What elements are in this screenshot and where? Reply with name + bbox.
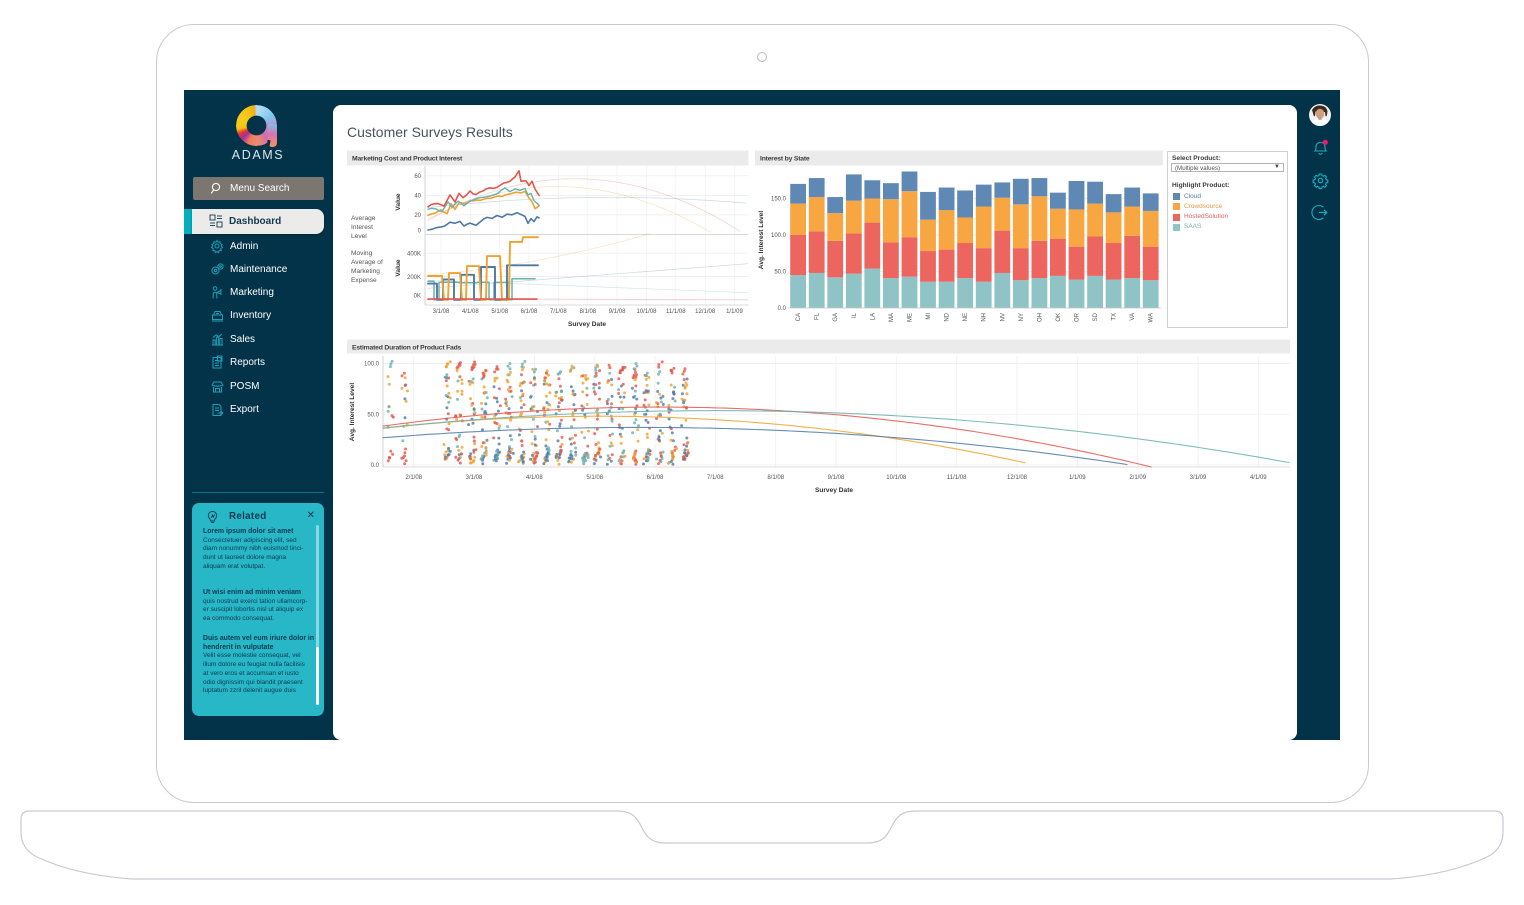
svg-text:Avg. Interest Level: Avg. Interest Level xyxy=(349,383,356,442)
svg-text:FL: FL xyxy=(815,312,821,320)
svg-text:0: 0 xyxy=(418,228,422,234)
svg-text:150.0: 150.0 xyxy=(771,197,787,203)
svg-text:Interest by State: Interest by State xyxy=(760,156,810,163)
svg-text:11/1/08: 11/1/08 xyxy=(947,475,967,481)
svg-text:10/1/08: 10/1/08 xyxy=(886,475,907,481)
svg-text:NE: NE xyxy=(963,313,969,321)
svg-text:GA: GA xyxy=(833,313,839,322)
svg-text:8/1/08: 8/1/08 xyxy=(767,475,784,481)
svg-text:VA: VA xyxy=(1130,313,1136,321)
svg-text:4/1/08: 4/1/08 xyxy=(462,309,479,315)
svg-text:Marketing: Marketing xyxy=(351,268,380,275)
svg-text:TX: TX xyxy=(1112,313,1118,321)
svg-text:MI: MI xyxy=(926,313,932,320)
svg-text:NV: NV xyxy=(1000,313,1006,321)
svg-text:Average: Average xyxy=(351,215,376,222)
svg-text:OR: OR xyxy=(1075,312,1081,322)
svg-text:Expense: Expense xyxy=(351,277,377,284)
svg-text:20: 20 xyxy=(414,213,421,219)
svg-text:2/1/08: 2/1/08 xyxy=(405,475,422,481)
svg-text:MA: MA xyxy=(889,313,895,322)
svg-text:Value: Value xyxy=(395,259,402,277)
svg-text:10/1/08: 10/1/08 xyxy=(636,309,657,315)
svg-text:12/1/08: 12/1/08 xyxy=(1007,475,1028,481)
svg-text:40: 40 xyxy=(414,194,421,200)
svg-text:NY: NY xyxy=(1019,313,1025,321)
svg-text:Survey Date: Survey Date xyxy=(568,321,606,328)
svg-text:11/1/08: 11/1/08 xyxy=(666,309,686,315)
svg-text:9/1/08: 9/1/08 xyxy=(609,309,626,315)
svg-text:Avg. Interest Level: Avg. Interest Level xyxy=(758,211,765,270)
svg-text:50.0: 50.0 xyxy=(367,412,379,418)
svg-text:6/1/08: 6/1/08 xyxy=(521,309,538,315)
svg-text:100.0: 100.0 xyxy=(771,233,787,239)
svg-text:7/1/08: 7/1/08 xyxy=(550,309,567,315)
svg-text:7/1/08: 7/1/08 xyxy=(707,475,724,481)
svg-text:Value: Value xyxy=(395,193,402,211)
svg-text:ND: ND xyxy=(945,312,951,321)
svg-text:Survey Date: Survey Date xyxy=(815,487,853,494)
svg-text:NH: NH xyxy=(982,313,988,322)
svg-text:Moving: Moving xyxy=(351,250,373,257)
svg-text:ME: ME xyxy=(908,313,914,322)
svg-text:Marketing Cost and Product Int: Marketing Cost and Product Interest xyxy=(352,156,463,163)
svg-text:50.0: 50.0 xyxy=(774,270,786,276)
svg-text:SD: SD xyxy=(1093,312,1099,321)
svg-text:OH: OH xyxy=(1037,313,1043,322)
svg-text:OK: OK xyxy=(1056,313,1062,322)
svg-text:3/1/08: 3/1/08 xyxy=(433,309,450,315)
svg-text:0.0: 0.0 xyxy=(371,463,380,469)
svg-text:4/1/09: 4/1/09 xyxy=(1250,475,1267,481)
svg-text:9/1/08: 9/1/08 xyxy=(828,475,845,481)
svg-text:100.0: 100.0 xyxy=(364,362,380,368)
svg-text:CA: CA xyxy=(796,313,802,321)
svg-text:12/1/08: 12/1/08 xyxy=(695,309,716,315)
svg-text:WA: WA xyxy=(1149,313,1155,322)
svg-text:Interest: Interest xyxy=(351,224,373,231)
svg-text:Average of: Average of xyxy=(351,259,383,266)
svg-text:6/1/08: 6/1/08 xyxy=(647,475,664,481)
svg-text:IL: IL xyxy=(852,312,858,318)
svg-text:2/1/09: 2/1/09 xyxy=(1129,475,1146,481)
svg-text:0.0: 0.0 xyxy=(778,306,787,312)
svg-text:5/1/08: 5/1/08 xyxy=(586,475,603,481)
svg-text:4/1/08: 4/1/08 xyxy=(526,475,543,481)
svg-text:Level: Level xyxy=(351,233,367,240)
svg-text:60: 60 xyxy=(414,174,421,180)
svg-text:0K: 0K xyxy=(414,294,421,300)
svg-text:Estimated Duration of Product: Estimated Duration of Product Fads xyxy=(352,345,462,352)
svg-text:200K: 200K xyxy=(407,275,421,281)
svg-text:3/1/09: 3/1/09 xyxy=(1190,475,1207,481)
svg-text:3/1/08: 3/1/08 xyxy=(466,475,483,481)
svg-text:5/1/08: 5/1/08 xyxy=(491,309,508,315)
svg-text:8/1/08: 8/1/08 xyxy=(579,309,596,315)
svg-text:LA: LA xyxy=(870,313,876,320)
svg-text:1/1/09: 1/1/09 xyxy=(726,309,743,315)
svg-text:400K: 400K xyxy=(407,251,421,257)
svg-text:1/1/09: 1/1/09 xyxy=(1069,475,1086,481)
